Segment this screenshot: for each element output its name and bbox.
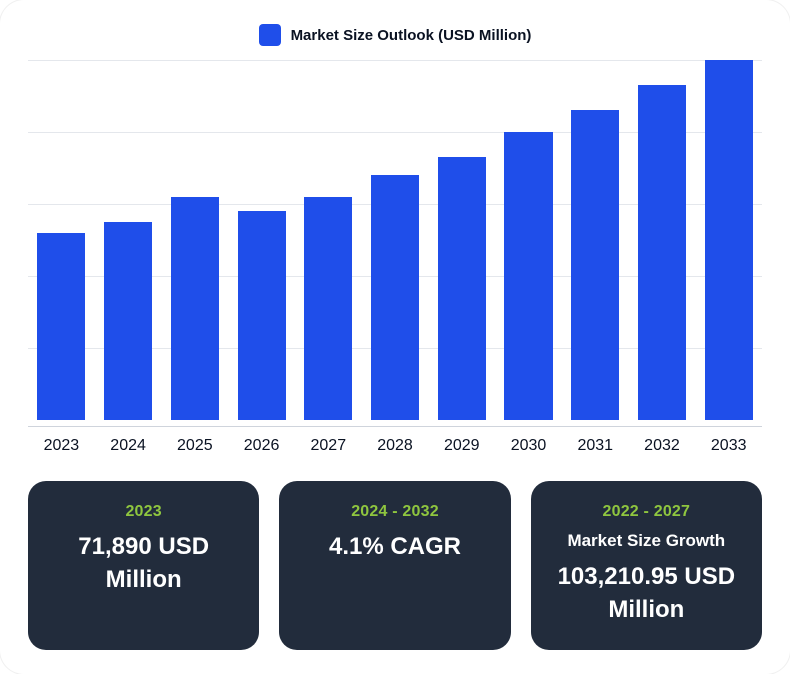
bar-2024 <box>104 222 152 420</box>
stat-period: 2024 - 2032 <box>351 503 439 521</box>
legend-swatch <box>259 24 281 46</box>
bar-2027 <box>304 197 352 420</box>
x-tick: 2024 <box>95 427 162 455</box>
bar-2033 <box>705 60 753 420</box>
plot-area <box>28 60 762 420</box>
x-axis: 2023202420252026202720282029203020312032… <box>28 426 762 455</box>
bar-slot <box>428 60 495 420</box>
bar-slot <box>295 60 362 420</box>
bar-2029 <box>438 157 486 420</box>
bar-2030 <box>504 132 552 420</box>
x-tick: 2030 <box>495 427 562 455</box>
stat-card-1: 2024 - 2032 4.1% CAGR <box>279 481 510 650</box>
stat-value: 71,890 USD Million <box>46 531 241 596</box>
bar-slot <box>629 60 696 420</box>
x-tick: 2023 <box>28 427 95 455</box>
market-outlook-card: Market Size Outlook (USD Million) 202320… <box>0 0 790 674</box>
x-tick: 2026 <box>228 427 295 455</box>
stat-card-2: 2022 - 2027 Market Size Growth 103,210.95 … <box>531 481 762 650</box>
bar-2023 <box>37 233 85 420</box>
bars-container <box>28 60 762 420</box>
bar-2028 <box>371 175 419 420</box>
bar-2031 <box>571 110 619 420</box>
stat-period: 2022 - 2027 <box>603 503 691 521</box>
stats-row: 2023 71,890 USD Million 2024 - 2032 4.1% CA… <box>28 481 762 650</box>
stat-period: 2023 <box>125 503 161 521</box>
stat-subtitle: Market Size Growth <box>567 531 725 551</box>
stat-value: 4.1% CAGR <box>329 531 461 563</box>
bar-slot <box>362 60 429 420</box>
x-tick: 2033 <box>695 427 762 455</box>
x-tick: 2029 <box>428 427 495 455</box>
x-tick: 2025 <box>161 427 228 455</box>
bar-2026 <box>238 211 286 420</box>
x-tick: 2027 <box>295 427 362 455</box>
bar-slot <box>495 60 562 420</box>
x-tick: 2032 <box>629 427 696 455</box>
x-tick: 2028 <box>362 427 429 455</box>
chart-legend: Market Size Outlook (USD Million) <box>28 18 762 60</box>
bar-2032 <box>638 85 686 420</box>
stat-card-0: 2023 71,890 USD Million <box>28 481 259 650</box>
legend-label: Market Size Outlook (USD Million) <box>291 27 532 44</box>
x-tick: 2031 <box>562 427 629 455</box>
bar-slot <box>95 60 162 420</box>
bar-slot <box>228 60 295 420</box>
bar-chart <box>28 60 762 420</box>
stat-value: 103,210.95 USD Million <box>549 561 744 626</box>
bar-slot <box>161 60 228 420</box>
bar-2025 <box>171 197 219 420</box>
bar-slot <box>28 60 95 420</box>
bar-slot <box>695 60 762 420</box>
bar-slot <box>562 60 629 420</box>
